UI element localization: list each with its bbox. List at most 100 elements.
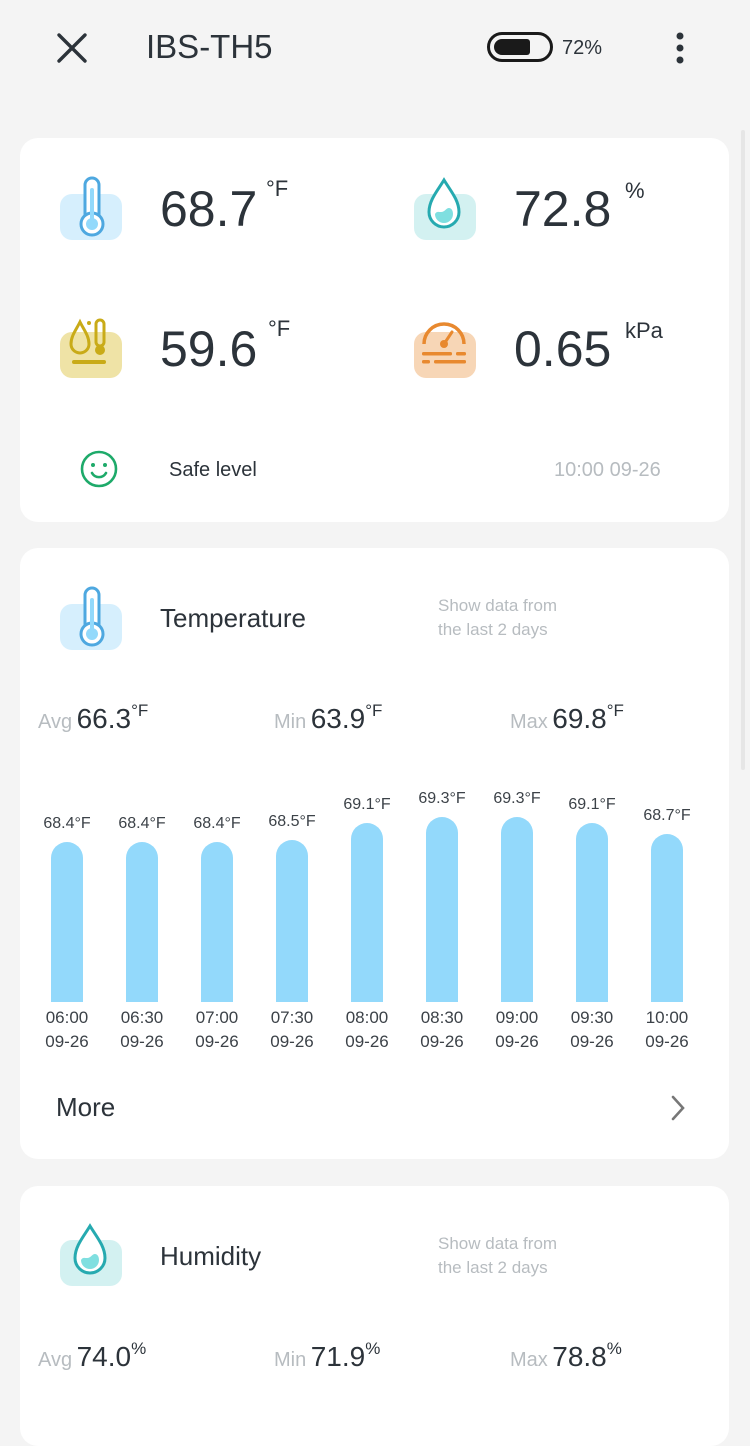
tick-time: 07:00 [195, 1008, 239, 1027]
tick-date: 09-26 [570, 1032, 614, 1051]
min-unit: °F [365, 701, 383, 720]
temperature-bar [576, 822, 608, 1002]
device-title: IBS-TH5 [146, 28, 273, 65]
x-tick-label: 09:30 09-26 [552, 1006, 632, 1054]
humidity-card [20, 1186, 729, 1446]
tick-time: 08:30 [420, 1008, 464, 1027]
temperature-card-title: Temperature [160, 603, 306, 633]
tick-time: 09:00 [495, 1008, 539, 1027]
tick-time: 08:00 [345, 1008, 389, 1027]
battery-icon [487, 32, 553, 62]
temperature-bar [201, 842, 233, 1002]
min-value: 71.9 [310, 1341, 366, 1372]
temperature-range-note: Show data from the last 2 days [438, 594, 557, 642]
avg-value: 74.0 [76, 1341, 132, 1372]
bar-value-label: 69.1°F [343, 795, 391, 813]
bar-value-label: 68.5°F [268, 812, 316, 830]
tick-date: 09-26 [195, 1032, 239, 1051]
temperature-bar [276, 839, 308, 1002]
dew-point-unit: °F [268, 316, 291, 341]
note-line-2: the last 2 days [438, 620, 548, 639]
min-unit: % [365, 1339, 381, 1358]
x-tick-label: 06:00 09-26 [27, 1006, 107, 1054]
more-options-button[interactable] [668, 30, 692, 66]
avg-unit: % [131, 1339, 147, 1358]
temperature-unit: °F [266, 176, 289, 201]
max-unit: % [606, 1339, 622, 1358]
x-tick-label: 06:30 09-26 [102, 1006, 182, 1054]
tick-date: 09-26 [495, 1032, 539, 1051]
temperature-avg: Avg 66.3°F [38, 701, 149, 735]
tick-date: 09-26 [120, 1032, 164, 1051]
more-vertical-icon [676, 32, 684, 64]
note-line-2: the last 2 days [438, 1258, 548, 1277]
more-label: More [56, 1092, 116, 1122]
scrollbar[interactable] [741, 130, 745, 770]
temperature-bar [501, 817, 533, 1002]
humidity-drop-icon [412, 176, 476, 240]
humidity-max: Max 78.8% [510, 1339, 622, 1373]
bar-value-label: 68.7°F [643, 807, 691, 824]
avg-label: Avg [38, 711, 73, 733]
tick-time: 07:30 [270, 1008, 314, 1027]
tick-date: 09-26 [645, 1032, 689, 1051]
min-value: 63.9 [310, 703, 366, 734]
tick-time: 06:00 [45, 1008, 89, 1027]
temperature-bar [126, 842, 158, 1002]
min-label: Min [274, 711, 307, 733]
humidity-card-title: Humidity [160, 1241, 262, 1271]
note-line-1: Show data from [438, 596, 558, 615]
bar-value-label: 69.3°F [493, 790, 541, 808]
close-icon [57, 33, 87, 63]
chevron-right-icon [671, 1095, 685, 1121]
vpd-unit: kPa [625, 318, 663, 343]
thermometer-icon [58, 176, 122, 240]
bar-value-label: 68.4°F [43, 815, 91, 833]
smiley-icon [80, 450, 118, 493]
bar-value-label: 68.4°F [193, 815, 241, 833]
avg-unit: °F [131, 701, 149, 720]
humidity-value: 72.8 [514, 181, 612, 237]
thermometer-icon [58, 586, 122, 650]
reading-timestamp: 10:00 09-26 [554, 459, 661, 481]
humidity-avg: Avg 74.0% [38, 1339, 147, 1373]
temperature-min: Min 63.9°F [274, 701, 383, 735]
tick-time: 09:30 [570, 1008, 614, 1027]
avg-value: 66.3 [76, 703, 132, 734]
humidity-drop-icon [58, 1222, 122, 1286]
status-text: Safe level [169, 459, 257, 481]
temperature-max: Max 69.8°F [510, 701, 624, 735]
max-unit: °F [606, 701, 624, 720]
x-tick-label: 07:00 09-26 [177, 1006, 257, 1054]
max-value: 69.8 [552, 703, 607, 734]
tick-time: 06:30 [120, 1008, 164, 1027]
temperature-bar [51, 842, 83, 1002]
dew-point-icon [58, 314, 122, 378]
tick-date: 09-26 [420, 1032, 464, 1051]
vpd-value: 0.65 [514, 321, 612, 377]
tick-date: 09-26 [345, 1032, 389, 1051]
min-label: Min [274, 1349, 307, 1371]
x-tick-label: 07:30 09-26 [252, 1006, 332, 1054]
x-tick-label: 10:00 09-26 [627, 1006, 707, 1054]
humidity-min: Min 71.9% [274, 1339, 381, 1373]
tick-date: 09-26 [45, 1032, 89, 1051]
avg-label: Avg [38, 1349, 73, 1371]
dew-point-value: 59.6 [160, 321, 258, 377]
max-label: Max [510, 1349, 548, 1371]
more-button[interactable]: More [20, 1080, 729, 1136]
close-button[interactable] [52, 28, 92, 68]
temperature-bar [426, 817, 458, 1002]
bar-value-label: 69.3°F [418, 790, 466, 808]
x-tick-label: 08:30 09-26 [402, 1006, 482, 1054]
x-tick-label: 09:00 09-26 [477, 1006, 557, 1054]
bar-value-label: 68.4°F [118, 815, 166, 833]
temperature-bar [351, 822, 383, 1002]
humidity-unit: % [625, 178, 645, 203]
temperature-bar [651, 834, 683, 1002]
tick-date: 09-26 [270, 1032, 314, 1051]
max-label: Max [510, 711, 548, 733]
battery-percent: 72% [562, 37, 603, 59]
temperature-value: 68.7 [160, 181, 258, 237]
current-readings-card [20, 138, 729, 522]
